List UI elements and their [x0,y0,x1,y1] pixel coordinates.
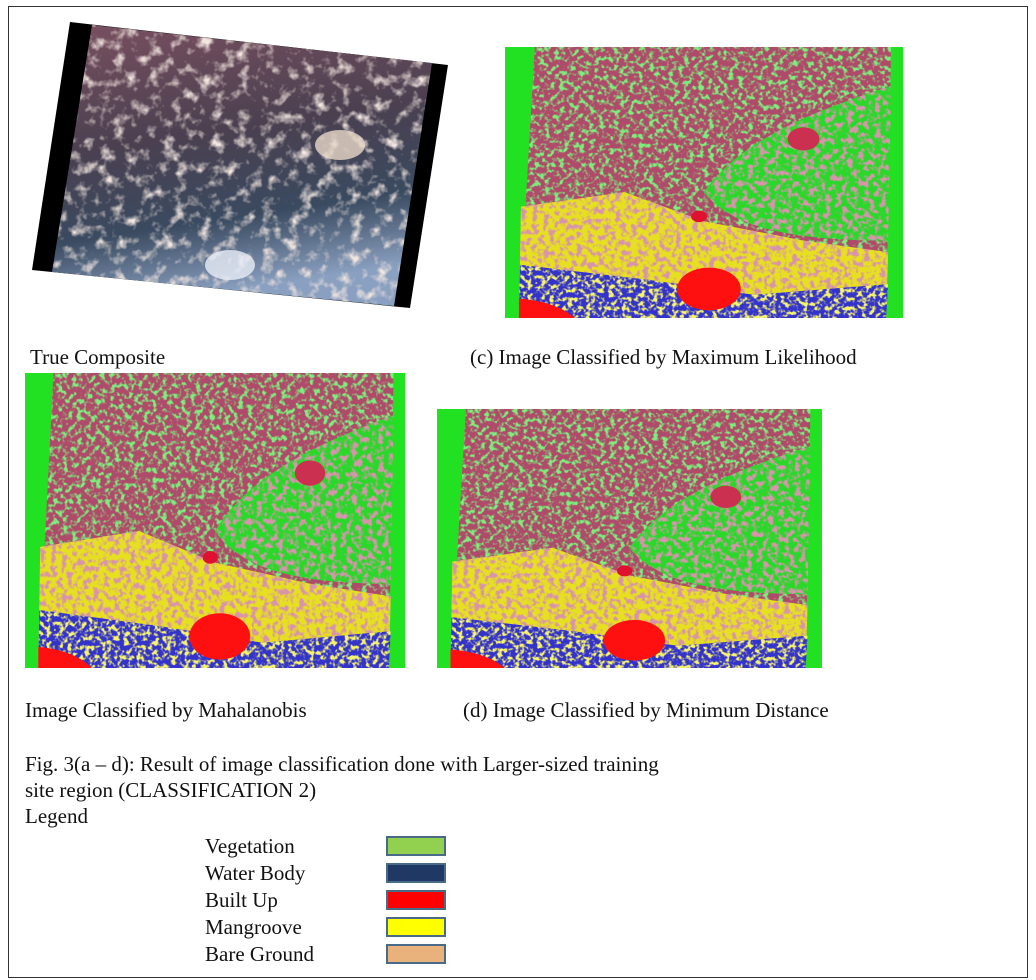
min-distance-image [437,409,822,668]
panel-caption: (c) Image Classified by Maximum Likeliho… [470,345,857,369]
legend-title: Legend [25,804,88,828]
legend-label: Bare Ground [205,942,315,966]
max-likelihood-image [505,47,903,318]
mahalanobis-image [25,373,405,668]
figure-caption: site region (CLASSIFICATION 2) [25,778,317,802]
legend-label: Mangroove [205,915,302,939]
figure-frame [8,6,1028,978]
figure-caption: Fig. 3(a – d): Result of image classific… [25,752,659,776]
legend-swatch [386,917,446,937]
true-composite-image [32,22,448,308]
panel-caption: (d) Image Classified by Minimum Distance [463,698,829,722]
legend-label: Vegetation [205,834,295,858]
panel-caption: True Composite [30,345,166,369]
legend-swatch [386,863,446,883]
legend-label: Water Body [205,861,306,885]
legend-swatch [386,890,446,910]
legend-label: Built Up [205,888,278,912]
legend-swatch [386,944,446,964]
legend-swatch [386,836,446,856]
panel-caption: Image Classified by Mahalanobis [25,698,307,722]
